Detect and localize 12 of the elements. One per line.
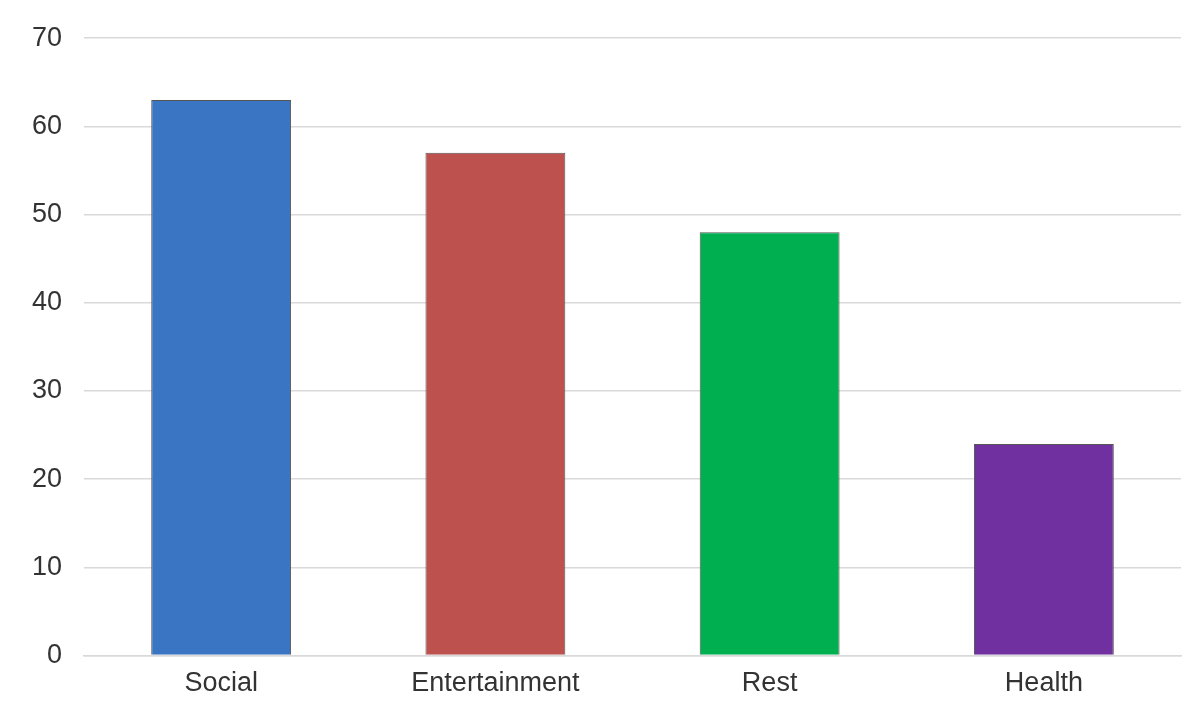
- y-tick-label: 30: [31, 374, 63, 405]
- x-tick-label: Entertainment: [411, 667, 580, 698]
- x-tick-label: Health: [1004, 667, 1083, 698]
- y-tick-label: 0: [47, 639, 63, 670]
- y-tick-label: 40: [31, 286, 63, 317]
- y-tick-label: 20: [31, 462, 63, 493]
- x-tick-label: Social: [184, 667, 258, 698]
- x-tick-label: Rest: [741, 667, 798, 698]
- y-tick-label: 70: [31, 21, 63, 52]
- y-tick-label: 10: [31, 550, 63, 581]
- y-tick-label: 60: [31, 109, 63, 140]
- y-tick-label: 50: [31, 198, 63, 229]
